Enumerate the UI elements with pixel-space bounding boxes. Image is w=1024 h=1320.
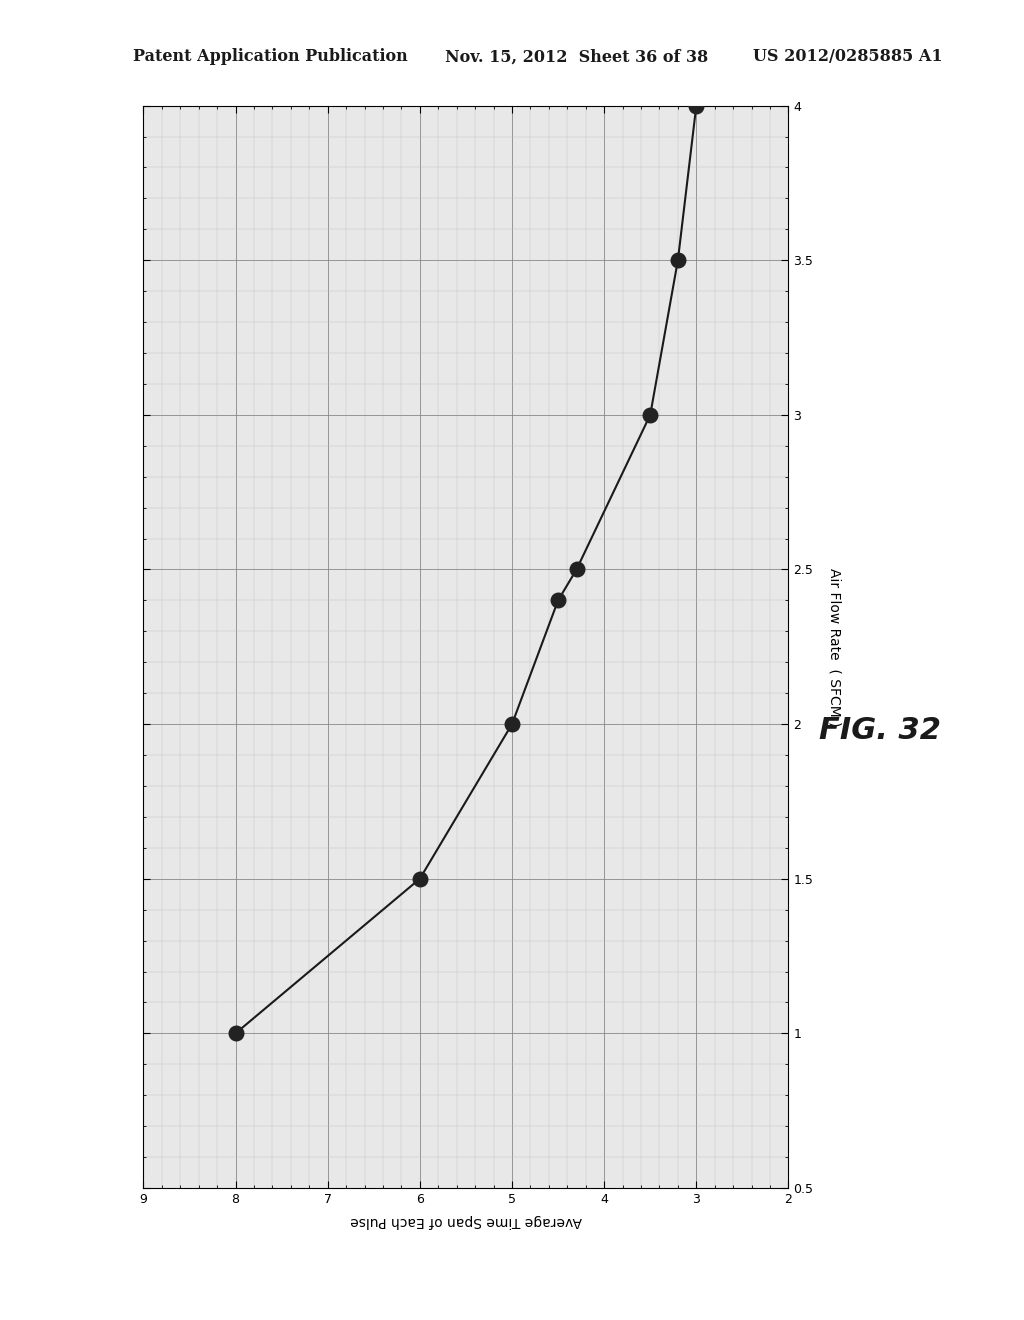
Point xyxy=(568,558,585,579)
Text: Nov. 15, 2012  Sheet 36 of 38: Nov. 15, 2012 Sheet 36 of 38 xyxy=(445,49,709,65)
Point xyxy=(550,590,566,611)
Point xyxy=(688,95,705,116)
Point xyxy=(227,1023,244,1044)
Point xyxy=(504,714,520,735)
Point xyxy=(412,869,428,890)
Point xyxy=(670,249,686,271)
Y-axis label: Air Flow Rate  ( SFCM ): Air Flow Rate ( SFCM ) xyxy=(827,568,842,726)
Text: Patent Application Publication: Patent Application Publication xyxy=(133,49,408,65)
Text: FIG. 32: FIG. 32 xyxy=(819,717,941,746)
X-axis label: Average Time Span of Each Pulse: Average Time Span of Each Pulse xyxy=(350,1214,582,1228)
Point xyxy=(642,404,658,425)
Text: US 2012/0285885 A1: US 2012/0285885 A1 xyxy=(753,49,942,65)
